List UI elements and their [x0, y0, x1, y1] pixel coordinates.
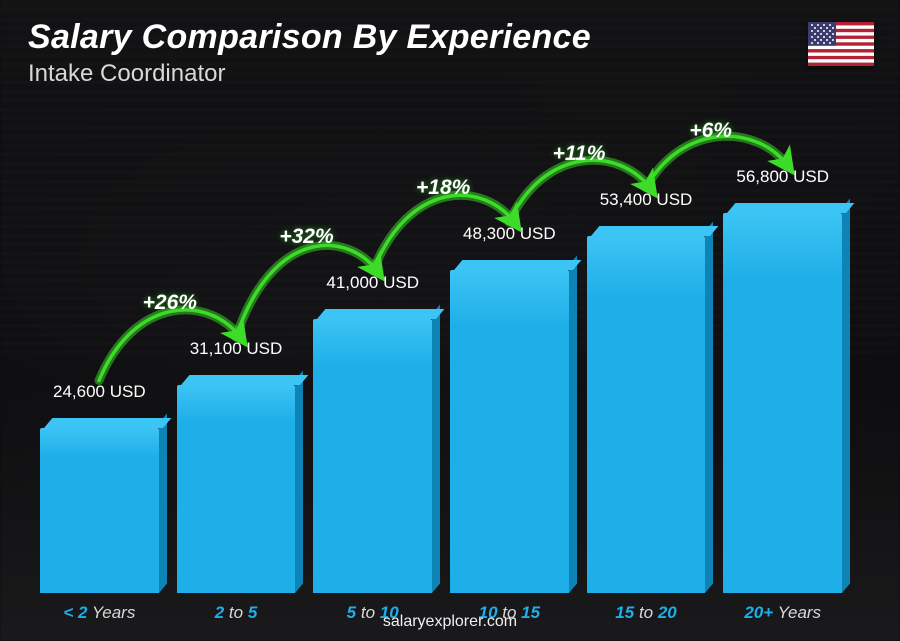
bar-front-face	[450, 270, 569, 593]
bar-slot: 56,800 USD20+ Years	[723, 93, 842, 593]
bar-value-label: 53,400 USD	[563, 190, 729, 210]
bar-value-label: 41,000 USD	[290, 273, 456, 293]
footer-attribution: salaryexplorer.com	[0, 613, 900, 631]
bar-side-face	[569, 255, 577, 593]
bar-top-face	[727, 203, 854, 213]
bar-side-face	[842, 198, 850, 593]
bar-front-face	[723, 213, 842, 593]
bar-value-label: 56,800 USD	[700, 167, 866, 187]
bar	[40, 428, 159, 593]
bar-side-face	[432, 304, 440, 593]
country-flag-icon	[808, 22, 874, 66]
bar-slot: 41,000 USD5 to 10	[313, 93, 432, 593]
bar	[177, 385, 296, 593]
chart-subtitle: Intake Coordinator	[28, 60, 225, 88]
bar	[313, 319, 432, 593]
bar-front-face	[313, 319, 432, 593]
chart-title: Salary Comparison By Experience	[28, 18, 591, 57]
bar-value-label: 31,100 USD	[153, 339, 319, 359]
bar-front-face	[177, 385, 296, 593]
bar-top-face	[317, 309, 444, 319]
bar-slot: 24,600 USD< 2 Years	[40, 93, 159, 593]
bar-top-face	[44, 418, 171, 428]
bar-front-face	[587, 236, 706, 593]
bar-front-face	[40, 428, 159, 593]
bar	[450, 270, 569, 593]
bar-side-face	[295, 370, 303, 593]
bar-top-face	[181, 375, 308, 385]
bar	[587, 236, 706, 593]
bar-slot: 31,100 USD2 to 5	[177, 93, 296, 593]
bar-value-label: 48,300 USD	[426, 224, 592, 244]
bar-side-face	[705, 221, 713, 593]
bar-chart: 24,600 USD< 2 Years31,100 USD2 to 541,00…	[40, 93, 842, 593]
bar-side-face	[159, 414, 167, 593]
bar-slot: 48,300 USD10 to 15	[450, 93, 569, 593]
bar-top-face	[454, 260, 581, 270]
bar-top-face	[591, 226, 718, 236]
bar-value-label: 24,600 USD	[16, 382, 182, 402]
bar-slot: 53,400 USD15 to 20	[587, 93, 706, 593]
bar	[723, 213, 842, 593]
